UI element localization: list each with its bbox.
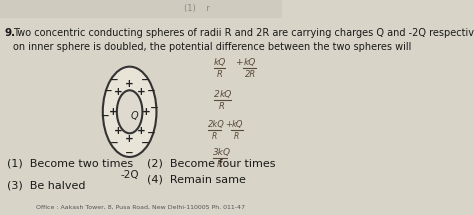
Text: Office : Aakash Tower, 8, Pusa Road, New Delhi-110005 Ph. 011-47: Office : Aakash Tower, 8, Pusa Road, New… (36, 205, 246, 210)
Text: −: − (104, 86, 113, 96)
Circle shape (117, 90, 142, 133)
Text: R: R (234, 132, 239, 141)
Bar (0, 0, 282, 18)
Text: R: R (219, 102, 225, 111)
Text: 3kQ: 3kQ (213, 148, 231, 157)
Text: 2kQ: 2kQ (208, 120, 225, 129)
Text: −: − (109, 138, 118, 148)
Text: (2)  Become four times: (2) Become four times (147, 158, 276, 168)
Text: on inner sphere is doubled, the potential difference between the two spheres wil: on inner sphere is doubled, the potentia… (13, 42, 411, 52)
Text: (4)  Remain same: (4) Remain same (147, 175, 246, 185)
Text: R: R (217, 70, 223, 79)
Text: (3)  Be halved: (3) Be halved (7, 180, 86, 190)
Text: +: + (114, 126, 122, 136)
Text: +: + (225, 120, 232, 129)
Text: (1)  Become two times: (1) Become two times (7, 158, 133, 168)
Text: −: − (101, 110, 109, 120)
Text: −: − (150, 103, 158, 113)
Text: -2Q: -2Q (120, 170, 139, 180)
Text: +: + (142, 107, 150, 117)
Text: R: R (217, 160, 222, 169)
Text: 9.: 9. (5, 28, 16, 38)
Text: +: + (109, 107, 118, 117)
Text: −: − (109, 75, 118, 85)
Text: −: − (141, 138, 150, 148)
Text: kQ: kQ (244, 58, 256, 67)
Text: +: + (125, 79, 134, 89)
Text: +: + (137, 126, 146, 136)
Text: 2: 2 (214, 90, 220, 99)
Text: −: − (141, 75, 150, 85)
Text: R: R (212, 132, 217, 141)
Text: 2R: 2R (245, 70, 256, 79)
Text: kQ: kQ (232, 120, 243, 129)
Text: −: − (146, 86, 155, 96)
Text: +: + (114, 87, 122, 97)
Circle shape (103, 67, 156, 157)
Text: (1)    r: (1) r (184, 3, 210, 12)
Text: kQ: kQ (220, 90, 232, 99)
Text: Q: Q (130, 111, 138, 121)
Text: +: + (235, 58, 242, 67)
Text: −: − (125, 148, 134, 158)
Text: kQ: kQ (214, 58, 227, 67)
Text: +: + (125, 134, 134, 144)
Text: +: + (137, 87, 146, 97)
Text: Two concentric conducting spheres of radii R and 2R are carrying charges Q and -: Two concentric conducting spheres of rad… (13, 28, 474, 38)
Text: −: − (146, 127, 155, 137)
